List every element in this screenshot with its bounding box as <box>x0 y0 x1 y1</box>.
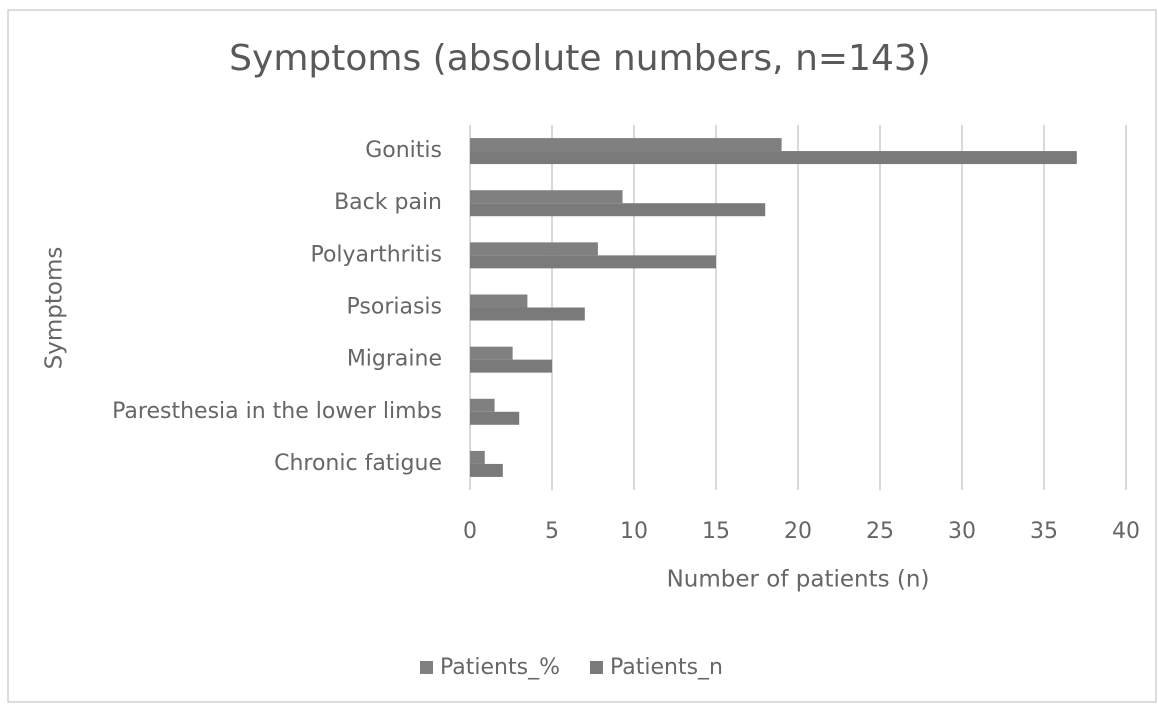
bar <box>470 346 513 360</box>
y-tick-label: Migraine <box>347 347 442 372</box>
bar <box>470 359 552 373</box>
x-tick-label: 0 <box>463 519 477 544</box>
x-tick-label: 15 <box>702 519 730 544</box>
bar <box>470 255 716 269</box>
legend-label: Patients_% <box>440 655 560 680</box>
y-tick-label: Chronic fatigue <box>274 451 442 476</box>
legend-label: Patients_n <box>610 655 723 680</box>
x-tick-label: 5 <box>545 519 559 544</box>
bar <box>470 411 520 425</box>
y-tick-label: Paresthesia in the lower limbs <box>112 399 442 424</box>
bar <box>470 294 528 308</box>
legend-swatch <box>420 661 433 674</box>
bar <box>470 307 585 321</box>
bar <box>470 203 766 217</box>
chart-frame <box>7 9 1157 703</box>
y-tick-label: Psoriasis <box>347 295 442 320</box>
y-axis-title: Symptoms <box>42 247 68 370</box>
x-tick-label: 30 <box>948 519 976 544</box>
y-tick-label: Gonitis <box>365 138 442 163</box>
x-tick-label: 40 <box>1112 519 1140 544</box>
x-tick-label: 10 <box>620 519 648 544</box>
x-tick-label: 35 <box>1030 519 1058 544</box>
x-tick-label: 20 <box>784 519 812 544</box>
x-tick-label: 25 <box>866 519 894 544</box>
bar <box>470 190 623 204</box>
legend-swatch <box>589 661 603 674</box>
bar <box>470 151 1077 165</box>
bar <box>470 138 782 152</box>
bar <box>470 450 485 464</box>
bar <box>470 463 503 477</box>
bar <box>470 398 495 412</box>
x-axis-title: Number of patients (n) <box>667 567 930 593</box>
y-tick-label: Back pain <box>334 190 442 215</box>
y-tick-label: Polyarthritis <box>310 242 442 267</box>
chart-title: Symptoms (absolute numbers, n=143) <box>229 38 931 79</box>
bar <box>470 242 598 256</box>
